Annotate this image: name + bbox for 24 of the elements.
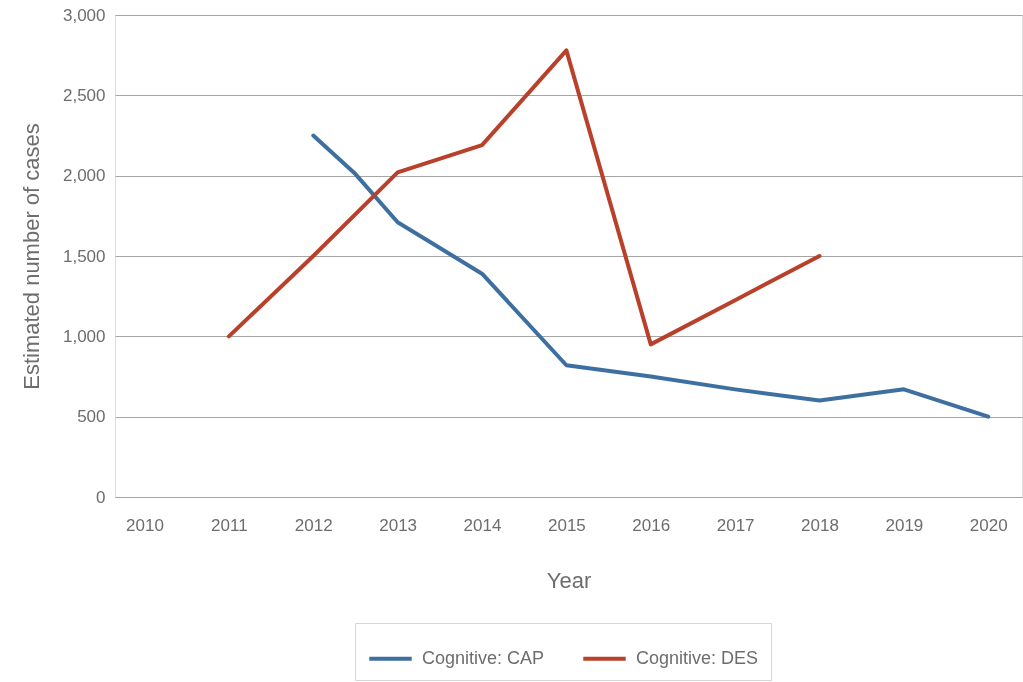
x-tick-label: 2012: [294, 515, 333, 535]
x-tick-label: 2010: [126, 515, 164, 535]
x-axis-title: Year: [546, 567, 592, 593]
x-tick-label: 2014: [463, 515, 502, 535]
x-tick-label: 2016: [632, 515, 671, 535]
y-tick-label: 2,000: [62, 166, 106, 186]
line-series: [226, 48, 822, 347]
x-tick-label: 2013: [379, 515, 418, 535]
legend-label: Cognitive: CAP: [422, 647, 545, 668]
y-tick-label: 500: [77, 407, 106, 427]
x-tick-label: 2019: [885, 515, 924, 535]
x-tick-label: 2018: [801, 515, 839, 535]
line-series: [311, 133, 991, 419]
x-tick-label: 2020: [969, 515, 1008, 535]
y-tick-label: 3,000: [62, 5, 106, 25]
x-tick-label: 2017: [716, 515, 755, 535]
y-tick-label: 1,500: [62, 246, 106, 266]
x-tick-label: 2015: [547, 515, 586, 535]
y-tick-label: 0: [96, 487, 106, 507]
legend-label: Cognitive: DES: [636, 647, 759, 668]
y-tick-label: 1,000: [62, 326, 106, 346]
y-axis-title: Estimated number of cases: [18, 123, 44, 390]
y-tick-label: 2,500: [62, 85, 106, 105]
x-tick-label: 2011: [211, 515, 248, 535]
